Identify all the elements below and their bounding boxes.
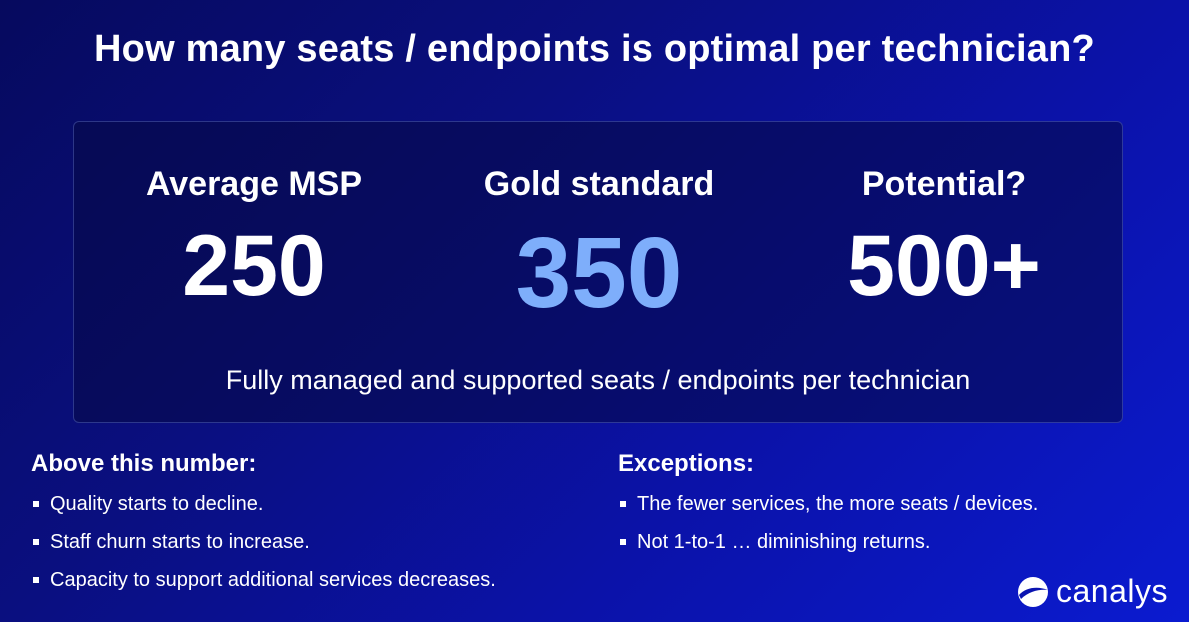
stat-average-msp: Average MSP 250 <box>84 164 424 314</box>
above-number-section: Above this number: Quality starts to dec… <box>31 450 496 606</box>
stat-label: Average MSP <box>145 165 363 203</box>
brand-logo: canalys <box>1016 571 1176 613</box>
exceptions-section: Exceptions: The fewer services, the more… <box>618 450 1038 568</box>
section-heading: Above this number: <box>31 450 257 477</box>
stat-value: 500+ <box>847 218 1041 314</box>
panel-caption: Fully managed and supported seats / endp… <box>225 365 971 395</box>
slide-title: How many seats / endpoints is optimal pe… <box>94 28 1095 70</box>
stats-panel: Average MSP 250 Gold standard 350 Potent… <box>73 121 1123 423</box>
bullet-item: Quality starts to decline. <box>31 492 496 530</box>
bullet-item: The fewer services, the more seats / dev… <box>618 492 1038 530</box>
stat-potential: Potential? 500+ <box>774 164 1114 314</box>
section-heading: Exceptions: <box>618 450 755 477</box>
stat-value: 250 <box>182 218 326 314</box>
stat-value: 350 <box>515 217 683 329</box>
stat-gold-standard: Gold standard 350 <box>429 164 769 328</box>
stat-label: Potential? <box>861 165 1027 203</box>
brand-name: canalys <box>1056 573 1168 609</box>
bullet-item: Capacity to support additional services … <box>31 568 496 606</box>
stat-label: Gold standard <box>483 165 715 203</box>
bullet-item: Not 1-to-1 … diminishing returns. <box>618 530 1038 568</box>
canalys-swoosh-icon <box>1018 577 1048 607</box>
bullet-item: Staff churn starts to increase. <box>31 530 496 568</box>
